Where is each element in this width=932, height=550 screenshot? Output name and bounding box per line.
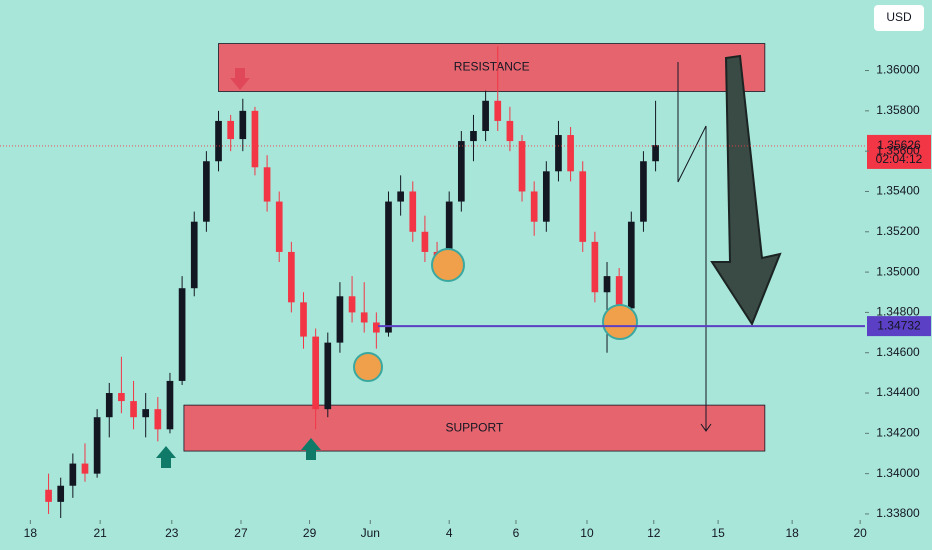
candle-body xyxy=(567,135,574,172)
y-tick-label: 1.33800 xyxy=(876,506,920,520)
x-tick-label: 29 xyxy=(303,526,317,540)
y-tick-label: 1.35800 xyxy=(876,103,920,117)
candle-body xyxy=(190,221,198,289)
candle-body xyxy=(652,145,659,162)
candle-body xyxy=(518,141,526,192)
down-arrow-marker xyxy=(230,68,250,90)
x-tick-label: 12 xyxy=(647,526,661,540)
candle-body xyxy=(409,191,417,232)
candle-body xyxy=(591,241,599,293)
currency-box[interactable] xyxy=(874,5,924,31)
candle-body xyxy=(312,336,319,410)
candle-body xyxy=(506,120,514,142)
candle-body xyxy=(251,110,259,168)
candle-body xyxy=(373,322,380,333)
y-tick-label: 1.35600 xyxy=(876,143,920,157)
y-tick-label: 1.35200 xyxy=(876,224,920,238)
highlight-circle xyxy=(431,248,465,282)
candle-body xyxy=(215,120,222,162)
candle-body xyxy=(579,171,587,242)
zone xyxy=(218,43,766,92)
y-tick-label: 1.35400 xyxy=(876,184,920,198)
candle-body xyxy=(640,161,647,222)
candle-body xyxy=(385,201,392,333)
projection-arrowhead xyxy=(700,423,712,432)
candle-body xyxy=(421,231,429,252)
candle-body xyxy=(203,161,210,222)
countdown-label: 02:04:12 xyxy=(876,152,923,166)
x-tick-label: 27 xyxy=(234,526,248,540)
current-price-box xyxy=(867,134,931,169)
highlight-circle xyxy=(602,304,638,340)
candle-body xyxy=(530,191,538,222)
candle-body xyxy=(336,296,344,343)
candle-body xyxy=(105,393,113,418)
y-tick-label: 1.35000 xyxy=(876,264,920,278)
level-label: 1.34732 xyxy=(877,318,921,332)
candle-body xyxy=(130,401,137,418)
x-tick-label: 21 xyxy=(93,526,107,540)
candle-body xyxy=(324,342,332,410)
x-tick-label: 15 xyxy=(711,526,725,540)
candle-body xyxy=(154,409,162,430)
level-box xyxy=(867,316,931,337)
candle-body xyxy=(142,409,150,418)
x-tick-label: 18 xyxy=(785,526,799,540)
candle-body xyxy=(627,221,635,309)
candle-body xyxy=(555,135,562,172)
up-arrow-marker xyxy=(301,438,321,460)
zone xyxy=(183,404,766,452)
currency-label: USD xyxy=(886,10,912,24)
y-tick-label: 1.34000 xyxy=(876,466,920,480)
candle-body xyxy=(470,131,477,142)
candle-body xyxy=(494,100,502,121)
candle-body xyxy=(69,463,77,486)
candle-body xyxy=(239,110,247,140)
y-tick-label: 1.34200 xyxy=(876,426,920,440)
candle-body xyxy=(542,171,550,222)
candle-body xyxy=(263,167,271,202)
x-tick-label: 10 xyxy=(580,526,594,540)
candle-body xyxy=(603,276,611,293)
candle-body xyxy=(457,141,465,202)
y-tick-label: 1.36000 xyxy=(876,63,920,77)
x-tick-label: 20 xyxy=(853,526,867,540)
candle-body xyxy=(615,276,623,309)
zone-label: SUPPORT xyxy=(445,420,503,434)
big-down-arrow xyxy=(710,54,782,327)
candle-body xyxy=(397,191,404,202)
candle-body xyxy=(360,312,368,323)
candle-body xyxy=(445,201,453,263)
candle-body xyxy=(57,485,65,502)
candle-body xyxy=(348,296,356,313)
up-arrow-marker xyxy=(156,446,176,468)
projection-path xyxy=(677,62,707,430)
candle-body xyxy=(178,288,186,381)
x-tick-label: 4 xyxy=(446,526,453,540)
y-tick-label: 1.34600 xyxy=(876,345,920,359)
x-tick-label: 23 xyxy=(165,526,179,540)
candle-body xyxy=(227,120,235,140)
y-tick-label: 1.34800 xyxy=(876,305,920,319)
x-tick-label: 6 xyxy=(513,526,520,540)
candle-body xyxy=(45,489,52,502)
highlight-circle xyxy=(353,352,383,382)
zone-label: RESISTANCE xyxy=(454,60,530,74)
candle-body xyxy=(288,251,295,303)
candle-body xyxy=(275,201,283,252)
candle-body xyxy=(300,302,307,337)
x-tick-label: 18 xyxy=(24,526,38,540)
candle-body xyxy=(118,393,125,402)
x-tick-label: Jun xyxy=(361,526,380,540)
candle-body xyxy=(93,417,101,474)
candle-body xyxy=(81,463,89,474)
current-price-label: 1.35626 xyxy=(877,138,921,152)
candle-body xyxy=(166,380,174,430)
candle-body xyxy=(482,100,489,132)
y-tick-label: 1.34400 xyxy=(876,385,920,399)
